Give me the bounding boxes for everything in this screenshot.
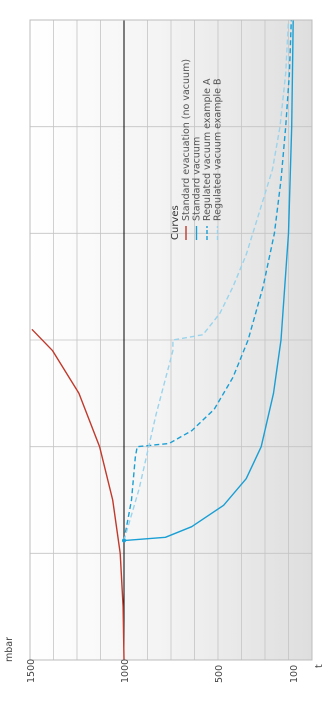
y-tick-label: 100 <box>289 665 300 683</box>
legend-entry: Regulated vacuum example B <box>213 78 224 221</box>
legend-entry: Regulated vacuum example A <box>202 78 213 221</box>
y-axis-unit: mbar <box>4 637 15 662</box>
plot-frame <box>29 19 313 661</box>
legend: Curves Standard evacuation (no vacuum) St… <box>170 59 224 240</box>
legend-entry: Standard vacuum <box>192 137 203 221</box>
legend-title: Curves <box>170 205 181 240</box>
series-line-1 <box>31 328 125 661</box>
y-tick-labels: 1500 1000 500 100 <box>26 659 300 683</box>
x-axis-label: t <box>314 664 325 668</box>
legend-entry: Standard evacuation (no vacuum) <box>181 59 192 221</box>
y-tick-label: 1500 <box>26 659 37 683</box>
series-group <box>31 19 294 661</box>
series-line-4 <box>123 19 290 541</box>
start-point-marker <box>122 538 126 543</box>
series-line-2 <box>123 19 294 542</box>
grid <box>30 20 312 660</box>
y-tick-label: 1000 <box>120 659 131 683</box>
y-tick-label: 500 <box>214 665 225 683</box>
series-line-3 <box>123 19 292 541</box>
